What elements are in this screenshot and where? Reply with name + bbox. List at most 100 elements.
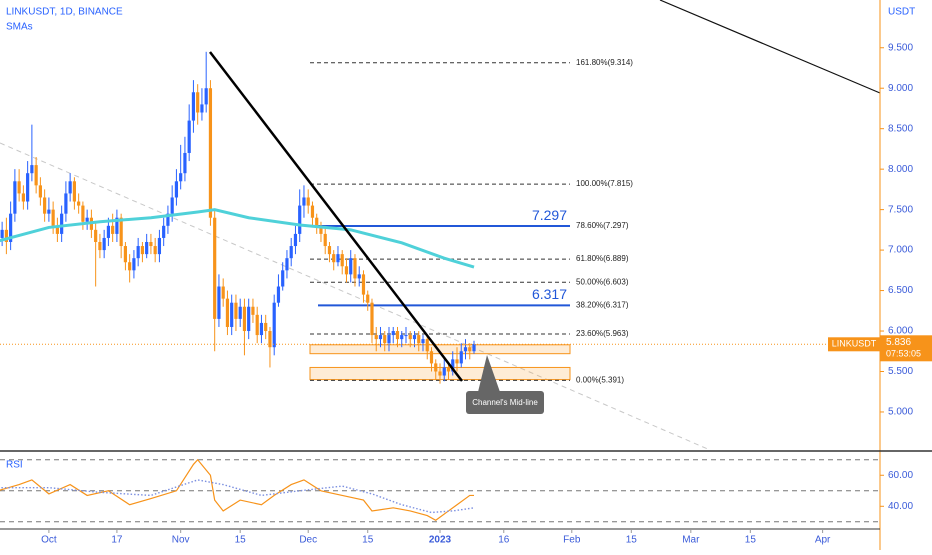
- candle-body: [289, 246, 293, 259]
- candle-body: [417, 335, 421, 344]
- candle-body: [425, 339, 429, 352]
- x-tick-label: 15: [626, 535, 638, 546]
- candle-body: [179, 173, 183, 182]
- y-tick-label: 5.000: [888, 407, 913, 418]
- x-tick-label: 15: [745, 535, 757, 546]
- candle-body: [106, 225, 111, 238]
- candle-body: [268, 331, 272, 348]
- price-tag-countdown: 07:53:05: [886, 349, 921, 359]
- y-tick-label: 7.500: [888, 204, 913, 215]
- candle-body: [217, 286, 221, 319]
- candle-body: [455, 359, 459, 364]
- candle-body: [344, 266, 349, 275]
- candle-body: [208, 88, 213, 218]
- candle-body: [285, 258, 289, 271]
- callout: Channel's Mid-line: [466, 355, 544, 414]
- candle-body: [94, 229, 98, 242]
- candle-body: [434, 363, 438, 372]
- candle-body: [111, 225, 115, 234]
- candle-body: [374, 335, 378, 340]
- candle-body: [319, 225, 323, 234]
- candle-body: [55, 225, 59, 234]
- rsi-title: RSI: [6, 460, 23, 471]
- fib-value: 6.317: [532, 286, 567, 302]
- fib-label: 38.20%(6.317): [576, 300, 629, 309]
- candle-body: [81, 205, 85, 222]
- y-tick-label: 40.00: [888, 501, 913, 512]
- candle-body: [412, 335, 417, 340]
- candle-body: [400, 335, 404, 340]
- candle-body: [183, 152, 187, 174]
- y-tick-label: 9.000: [888, 83, 913, 94]
- candle-body: [149, 241, 153, 247]
- candle-body: [353, 258, 357, 279]
- fib-label: 78.60%(7.297): [576, 221, 629, 230]
- callout-box: [466, 391, 544, 414]
- candle-body: [251, 306, 255, 315]
- candle-body: [136, 246, 140, 259]
- y-tick-label: 6.500: [888, 285, 913, 296]
- chart-title: LINKUSDT, 1D, BINANCE: [6, 7, 123, 18]
- candle-body: [162, 225, 166, 238]
- x-tick-label: 2023: [429, 535, 452, 546]
- candle-body: [170, 197, 174, 214]
- sma-line: [0, 208, 475, 269]
- candle-body: [60, 213, 64, 234]
- candle-body: [336, 254, 340, 263]
- x-tick-label: Dec: [299, 535, 317, 546]
- candle-body: [472, 343, 476, 352]
- candle-body: [119, 217, 123, 247]
- callout-text: Channel's Mid-line: [472, 398, 538, 407]
- candle-body: [306, 197, 310, 206]
- y-tick-label: 8.500: [888, 123, 913, 134]
- fib-label: 0.00%(5.391): [576, 375, 624, 384]
- x-tick-label: Nov: [172, 535, 190, 546]
- candle-body: [446, 367, 451, 372]
- candle-body: [145, 241, 149, 255]
- candle-body: [0, 229, 4, 238]
- candle-body: [242, 306, 247, 332]
- candle-body: [64, 193, 68, 214]
- candle-body: [340, 254, 344, 267]
- x-tick-label: Feb: [563, 535, 581, 546]
- channel-line: [0, 142, 711, 451]
- candle-body: [13, 181, 17, 214]
- candle-body: [9, 213, 13, 242]
- candle-body: [115, 217, 119, 234]
- candle-body: [68, 181, 72, 194]
- candle-body: [26, 173, 30, 202]
- x-tick-label: 17: [111, 535, 123, 546]
- x-tick-label: 16: [498, 535, 510, 546]
- plot: 5.000 5.500 6.000 6.500 7.000 7.500 8.000 8.500…: [0, 42, 932, 546]
- candle-body: [98, 241, 102, 251]
- candle-body: [391, 331, 395, 336]
- y-tick-label: 60.00: [888, 470, 913, 481]
- candle-body: [276, 286, 281, 303]
- candle-body: [128, 262, 132, 271]
- rsi-line: [0, 458, 475, 521]
- price-tag: [880, 335, 932, 362]
- candle-body: [302, 197, 306, 206]
- y-tick-label: 9.500: [888, 42, 913, 53]
- candle-body: [17, 181, 21, 194]
- fib-label: 161.80%(9.314): [576, 58, 633, 67]
- candle-body: [293, 233, 298, 247]
- candle-body: [166, 213, 170, 226]
- candle-body: [349, 258, 353, 275]
- x-tick-label: Apr: [815, 535, 831, 546]
- x-tick-label: Oct: [41, 535, 57, 546]
- candle-body: [225, 298, 230, 327]
- candle-body: [77, 201, 81, 206]
- candle-body: [421, 339, 425, 344]
- candle-body: [85, 217, 89, 222]
- candle-body: [442, 367, 446, 376]
- y-tick-label: 6.000: [888, 326, 913, 337]
- fib-label: 100.00%(7.815): [576, 179, 633, 188]
- candle-body: [272, 302, 276, 348]
- candle-body: [21, 193, 25, 202]
- candle-body: [408, 335, 412, 340]
- candle-body: [38, 185, 42, 198]
- candle-body: [230, 302, 234, 327]
- candle-body: [357, 274, 361, 279]
